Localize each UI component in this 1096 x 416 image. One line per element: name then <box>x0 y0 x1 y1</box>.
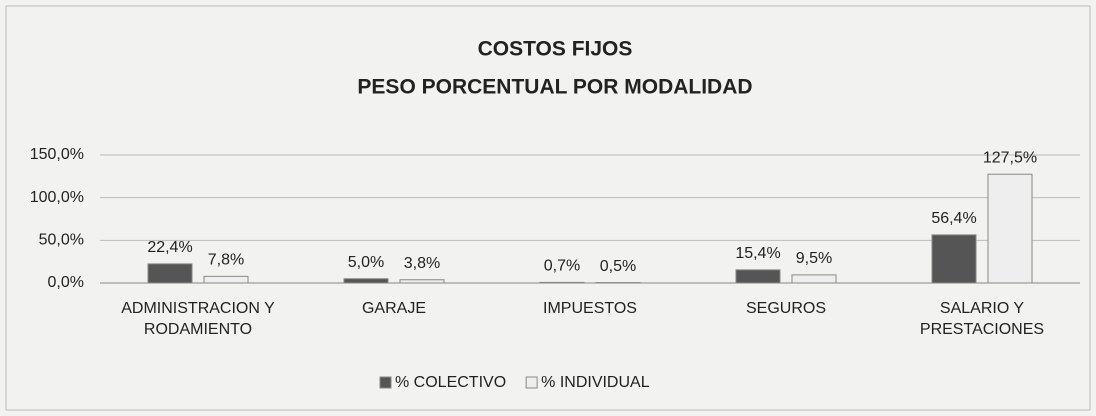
x-tick-label: SEGUROS <box>745 300 826 317</box>
value-label: 127,5% <box>983 149 1037 166</box>
bar <box>539 281 585 284</box>
x-tick-label: SALARIO Y PRESTACIONES <box>919 300 1045 338</box>
bar <box>343 278 389 284</box>
bar <box>399 279 445 284</box>
bar <box>987 173 1033 284</box>
chart-border <box>5 5 1091 411</box>
value-label: 5,0% <box>348 254 384 271</box>
legend-label: % INDIVIDUAL <box>541 374 650 391</box>
bar <box>735 269 781 284</box>
value-label: 7,8% <box>208 252 244 269</box>
value-label: 22,4% <box>147 239 192 256</box>
bar <box>791 274 837 284</box>
bar <box>203 275 249 284</box>
chart-subtitle: PESO PORCENTUAL POR MODALIDAD <box>357 76 752 99</box>
y-tick-label: 0,0% <box>48 274 84 291</box>
x-tick-label: ADMINISTRACION Y RODAMIENTO <box>121 300 275 338</box>
legend-label: % COLECTIVO <box>395 374 506 391</box>
x-tick-label: GARAJE <box>361 300 426 317</box>
chart-title: COSTOS FIJOS <box>478 38 633 61</box>
value-label: 3,8% <box>404 255 440 272</box>
value-label: 0,7% <box>544 258 580 275</box>
value-label: 0,5% <box>600 258 636 275</box>
legend-swatch <box>525 376 538 389</box>
bar <box>931 234 977 284</box>
y-tick-label: 150,0% <box>30 146 84 163</box>
bar <box>147 263 193 284</box>
legend-swatch <box>379 376 392 389</box>
value-label: 56,4% <box>931 210 976 227</box>
y-tick-label: 50,0% <box>39 232 84 249</box>
x-tick-label: IMPUESTOS <box>543 300 637 317</box>
value-label: 15,4% <box>735 245 780 262</box>
y-tick-label: 100,0% <box>30 189 84 206</box>
value-label: 9,5% <box>796 250 832 267</box>
